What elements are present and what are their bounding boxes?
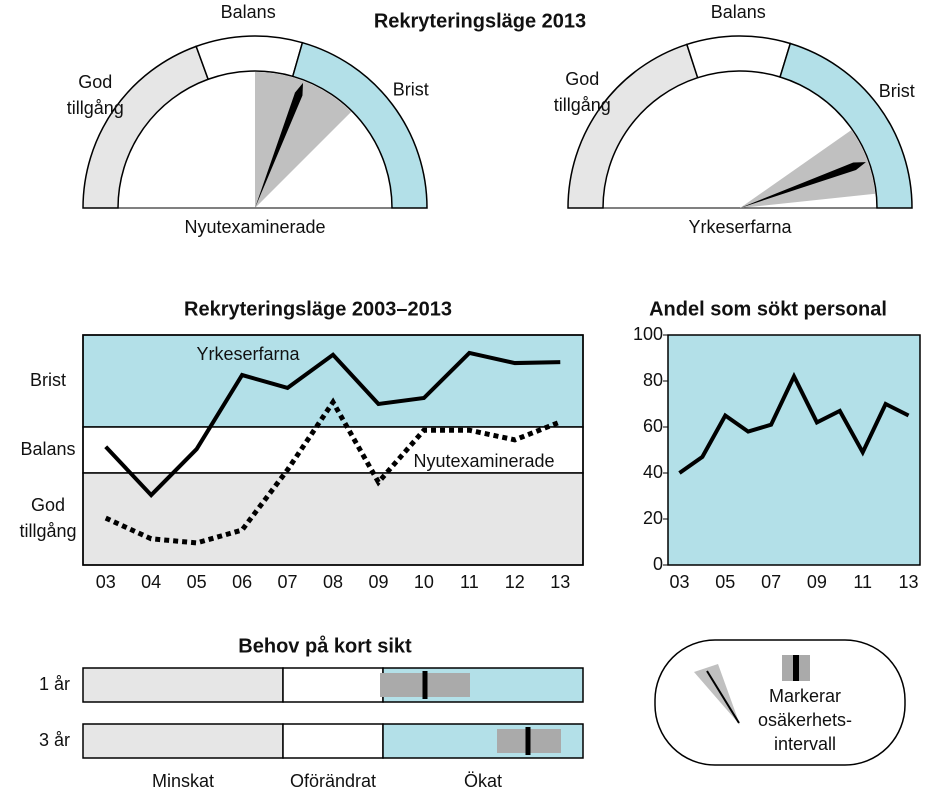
x-tick-label: 11: [853, 572, 872, 592]
y-tick-label: 60: [643, 416, 663, 436]
x-tick-label: 13: [550, 572, 570, 592]
gauge-segment-label: God: [565, 69, 599, 89]
band: [82, 472, 584, 566]
row-label: 3 år: [39, 730, 70, 750]
y-tick-label: 100: [633, 324, 663, 344]
gauge-segment: [291, 41, 428, 209]
gauge-segment: [685, 35, 792, 79]
data-line: [104, 397, 562, 546]
x-tick-label: 09: [807, 572, 827, 592]
section: [282, 723, 384, 759]
x-tick-label: 09: [368, 572, 388, 592]
gauge-segment: [779, 42, 913, 209]
chart-title: Rekryteringsläge 2013: [374, 10, 586, 32]
gauge-segment-label: God: [78, 72, 112, 92]
section-label: Minskat: [152, 771, 214, 791]
y-tick-label: 40: [643, 462, 663, 482]
uncertainty-wedge: [740, 129, 876, 208]
band-label: God: [31, 495, 65, 515]
gauge-label: Nyutexaminerade: [184, 217, 325, 237]
x-tick-label: 12: [505, 572, 525, 592]
legend-marker-icon: [793, 655, 799, 681]
plot-frame: [667, 334, 921, 566]
y-tick-label: 20: [643, 508, 663, 528]
gauge-segment-label: Balans: [711, 2, 766, 22]
section: [282, 667, 384, 703]
series-label: Yrkeserfarna: [196, 344, 300, 364]
x-tick-label: 11: [460, 572, 479, 592]
x-tick-label: 07: [761, 572, 781, 592]
chart-title: Andel som sökt personal: [649, 298, 887, 320]
gauge-segment-label: Balans: [221, 2, 276, 22]
band-label: Balans: [20, 439, 75, 459]
x-tick-label: 07: [278, 572, 298, 592]
series-label: Nyutexaminerade: [413, 451, 554, 471]
y-tick-label: 80: [643, 370, 663, 390]
x-tick-label: 03: [669, 572, 689, 592]
x-tick-label: 08: [323, 572, 343, 592]
gauge-segment-label: tillgång: [554, 95, 611, 115]
x-tick-label: 05: [187, 572, 207, 592]
y-tick-label: 0: [653, 554, 663, 574]
band-label: tillgång: [19, 521, 76, 541]
section-label: Ökat: [464, 771, 502, 791]
gauge-segment: [82, 45, 210, 209]
x-tick-label: 04: [141, 572, 161, 592]
legend-text: Markerar: [769, 686, 841, 706]
gauge-segment-label: Brist: [879, 81, 915, 101]
needle: [255, 82, 304, 208]
band: [82, 334, 584, 428]
chart-title: Rekryteringsläge 2003–2013: [184, 298, 452, 320]
legend-wedge-icon: [694, 664, 740, 725]
marker: [422, 671, 428, 699]
x-tick-label: 06: [232, 572, 252, 592]
plot-frame: [82, 334, 584, 566]
chart-title: Behov på kort sikt: [238, 634, 412, 657]
gauge-segment-label: Brist: [393, 79, 429, 99]
needle: [740, 162, 866, 208]
x-tick-label: 10: [414, 572, 434, 592]
row-label: 1 år: [39, 674, 70, 694]
legend-text: intervall: [774, 734, 836, 754]
section: [82, 723, 284, 759]
gauge-label: Yrkeserfarna: [688, 217, 792, 237]
section-label: Oförändrat: [290, 771, 376, 791]
gauge-segment: [195, 35, 304, 81]
uncertainty-wedge: [255, 72, 352, 208]
data-line: [104, 350, 561, 498]
x-tick-label: 05: [715, 572, 735, 592]
x-tick-label: 13: [899, 572, 919, 592]
marker: [525, 727, 531, 755]
x-tick-label: 03: [96, 572, 116, 592]
section: [82, 667, 284, 703]
gauge-segment-label: tillgång: [67, 98, 124, 118]
band-label: Brist: [30, 370, 66, 390]
legend-text: osäkerhets-: [758, 710, 852, 730]
data-line: [678, 371, 910, 475]
legend-needle-icon: [706, 670, 740, 724]
